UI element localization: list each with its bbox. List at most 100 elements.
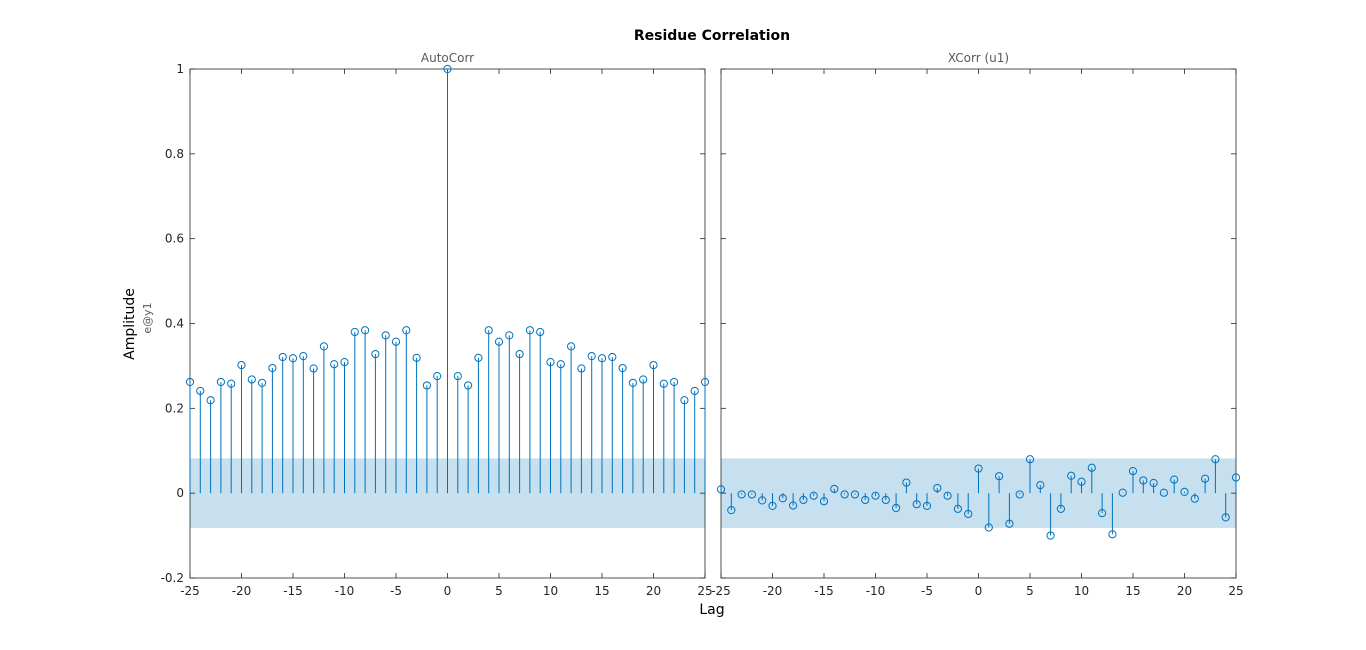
stem-marker (902, 478, 911, 487)
stem-marker (1005, 519, 1014, 528)
stem-marker (1015, 490, 1024, 499)
stem-marker (587, 352, 596, 361)
panel-subtitle: XCorr (u1) (948, 51, 1009, 65)
stem-marker (1036, 481, 1045, 490)
stem-marker (268, 363, 277, 373)
stem-marker (984, 523, 993, 532)
stem-marker (453, 371, 462, 381)
stem-marker (1201, 474, 1210, 483)
stem-marker (484, 326, 493, 335)
panel-xcorr: XCorr (u1) -25 -20 -15 -10 -5 0 5 10 15 20 25 (711, 51, 1243, 598)
stem-marker (216, 377, 225, 387)
stem-marker (1190, 494, 1199, 503)
stem-marker (639, 375, 648, 384)
x-tick-label: 15 (1125, 584, 1140, 598)
y-axis-label: Amplitude (122, 288, 138, 360)
stem-marker (1159, 488, 1169, 497)
stem-marker (474, 353, 483, 362)
panel-autocorr: AutoCorr -25 -20 -15 -10 -5 0 5 10 15 20 25 -0.2 0 0.2… (161, 51, 713, 598)
y-tick-label: -0.2 (161, 571, 184, 585)
stem-marker (758, 496, 767, 505)
stem-marker (922, 501, 932, 510)
x-tick-label: 5 (495, 584, 503, 598)
x-tick-label: 0 (975, 584, 983, 598)
stem-marker (185, 377, 195, 387)
stem-marker (1180, 487, 1189, 496)
stem-marker (381, 331, 390, 340)
stem-marker (778, 494, 787, 503)
stem-marker (258, 378, 267, 387)
stem-marker (819, 497, 829, 506)
x-tick-label: 5 (1026, 584, 1034, 598)
stem-marker (670, 377, 679, 387)
stem-marker (1231, 473, 1241, 482)
stem-marker (536, 327, 545, 337)
panel-subtitle: AutoCorr (421, 51, 474, 65)
y-axis-sublabel: e@y1 (141, 302, 154, 333)
stem-marker (412, 353, 421, 362)
stem-marker (546, 357, 555, 367)
stem-marker (1098, 509, 1107, 518)
x-tick-label: 0 (444, 584, 452, 598)
stem-marker (556, 360, 565, 369)
stem-marker (974, 464, 983, 473)
x-tick-label: 20 (646, 584, 661, 598)
stem-marker (1077, 477, 1086, 486)
y-tick-label: 0 (176, 486, 184, 500)
stem-marker (350, 327, 359, 337)
stem-marker (799, 495, 808, 505)
stem-marker (881, 495, 890, 505)
stem-marker (515, 349, 524, 359)
y-tick-label: 0.2 (165, 401, 184, 415)
x-tick-label: -15 (814, 584, 834, 598)
stem-marker (247, 375, 256, 384)
stem-marker (319, 342, 328, 351)
stem-marker (330, 360, 339, 369)
stem-marker (206, 396, 215, 405)
stem-marker (727, 506, 736, 515)
stem-marker (912, 500, 921, 509)
stem-marker (768, 501, 777, 510)
chart-title: Residue Correlation (634, 28, 790, 44)
stem-marker (288, 354, 298, 363)
stem-marker (649, 360, 658, 370)
stem-marker (659, 379, 668, 388)
stem-marker (809, 491, 818, 500)
stem-marker (1221, 513, 1230, 522)
stem-marker (892, 503, 901, 513)
x-tick-label: -25 (711, 584, 731, 598)
x-tick-label: -10 (335, 584, 355, 598)
y-tick-label: 0.6 (165, 232, 184, 246)
x-tick-label: -5 (921, 584, 933, 598)
stem-marker (680, 396, 689, 405)
chart-panels: AutoCorr -25 -20 -15 -10 -5 0 5 10 15 20 25 -0.2 0 0.2… (161, 51, 1244, 598)
stem-marker (861, 495, 870, 505)
x-axis-label: Lag (699, 602, 724, 618)
stem-marker (464, 381, 473, 390)
stem-marker (871, 491, 880, 500)
stem-marker (690, 386, 699, 396)
x-tick-label: 25 (697, 584, 712, 598)
stem-marker (567, 342, 576, 351)
stem-marker (402, 326, 411, 335)
x-tick-label: 10 (1074, 584, 1089, 598)
stem-marker (227, 379, 236, 388)
y-tick-label: 0.8 (165, 147, 184, 161)
stem-marker (1118, 488, 1127, 497)
stem-marker (433, 371, 442, 381)
stem-marker (196, 386, 205, 396)
stem-marker (299, 352, 308, 361)
stem-marker (525, 326, 535, 335)
stem-marker (309, 364, 318, 373)
x-tick-label: -20 (763, 584, 783, 598)
x-tick-label: 25 (1228, 584, 1243, 598)
stem-marker (1025, 455, 1035, 464)
y-tick-label: 0.4 (165, 317, 184, 331)
stem-marker (1149, 478, 1158, 488)
stem-marker (443, 64, 452, 74)
stem-marker (618, 363, 627, 373)
stem-marker (608, 352, 617, 362)
stem-marker (628, 378, 638, 387)
stem-marker (1170, 475, 1179, 484)
